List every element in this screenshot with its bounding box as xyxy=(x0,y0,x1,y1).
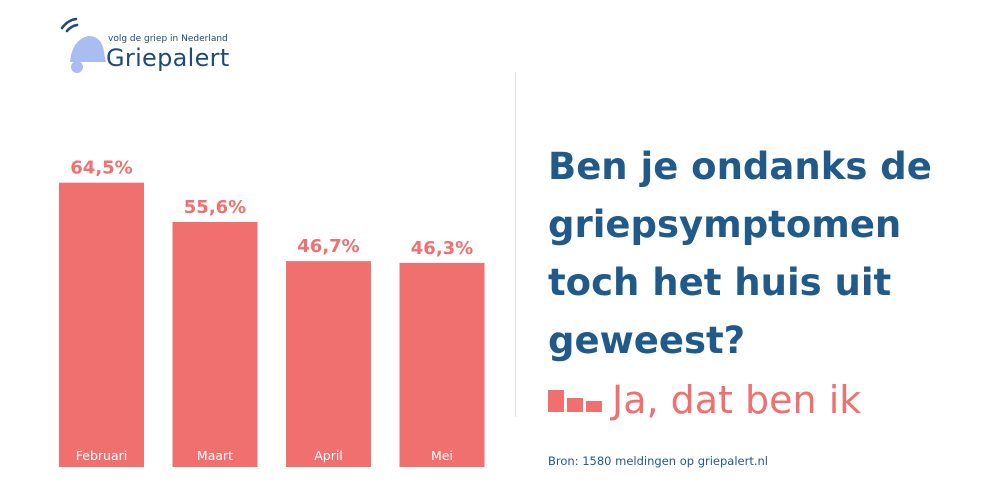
category-label: Februari xyxy=(76,448,127,463)
bar-value-label: 46,7% xyxy=(297,236,359,257)
logo-tagline: volg de griep in Nederland xyxy=(108,34,228,44)
bell-icon xyxy=(60,17,106,73)
category-label: April xyxy=(314,448,343,463)
category-label: Mei xyxy=(431,448,453,463)
bar-value-label: 46,3% xyxy=(411,238,473,259)
legend-label: Ja, dat ben ik xyxy=(612,378,862,422)
bar-value-label: 55,6% xyxy=(184,197,246,218)
survey-question: Ben je ondanks de griepsymptomen toch he… xyxy=(548,145,932,362)
bar-april xyxy=(286,261,371,467)
griepalert-logo: volg de griep in Nederland Griepalert xyxy=(58,16,258,76)
source-note: Bron: 1580 meldingen op griepalert.nl xyxy=(548,454,768,468)
bar-maart xyxy=(172,221,258,467)
logo-name: Griepalert xyxy=(106,44,230,72)
vertical-divider xyxy=(515,72,516,417)
bar-chart-icon xyxy=(548,390,602,412)
bar-februari xyxy=(59,182,144,467)
bar-value-label: 64,5% xyxy=(70,158,132,179)
bar-chart: 64,5% Februari 55,6% Maart 46,7% April 46,3% Me… xyxy=(59,158,485,467)
category-label: Maart xyxy=(197,448,233,463)
bar-mei xyxy=(399,262,485,467)
